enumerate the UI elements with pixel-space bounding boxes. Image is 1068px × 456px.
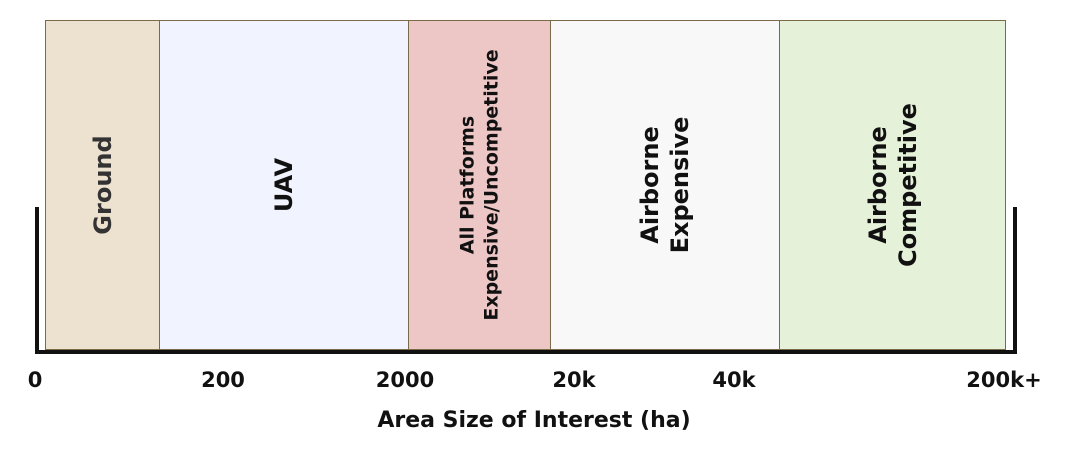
band-airborne-competitive: Airborne Competitive — [779, 20, 1006, 350]
band-airborne-competitive-label: Airborne Competitive — [863, 103, 923, 267]
tick-label: 200k+ — [966, 368, 1042, 392]
band-airborne-competitive-label-line-1: Airborne — [863, 126, 892, 244]
axis-title: Area Size of Interest (ha) — [377, 408, 691, 433]
band-all-platforms-label-line-2: Expensive/Uncompetitive — [479, 49, 502, 321]
band-uav-label-line: UAV — [270, 157, 298, 213]
band-airborne-expensive-label-line-1: Airborne — [636, 126, 664, 244]
tick-label: 0 — [27, 368, 43, 392]
band-airborne-expensive-label-line-2: Expensive — [666, 116, 694, 254]
band-airborne-competitive-label-line-2: Competitive — [893, 103, 922, 267]
tick-label: 2000 — [375, 368, 435, 392]
band-ground: Ground — [45, 20, 160, 350]
band-airborne-expensive: Airborne Expensive — [550, 20, 780, 350]
band-all-platforms-label: All Platforms Expensive/Uncompetitive — [456, 49, 504, 320]
band-ground-label-line: Ground — [88, 135, 117, 235]
tick-label: 20k — [552, 368, 596, 392]
tick-label: 200 — [201, 368, 245, 392]
band-airborne-expensive-label: Airborne Expensive — [635, 117, 695, 254]
axis-right-cap — [1013, 207, 1017, 354]
band-uav-label: UAV — [269, 158, 299, 212]
axis-left-cap — [35, 207, 39, 354]
band-uav: UAV — [159, 20, 409, 350]
tick-label: 40k — [712, 368, 756, 392]
band-ground-label: Ground — [88, 135, 118, 234]
axis-baseline — [35, 350, 1017, 354]
band-all-platforms: All Platforms Expensive/Uncompetitive — [408, 20, 551, 350]
band-all-platforms-label-line-1: All Platforms — [455, 115, 478, 255]
